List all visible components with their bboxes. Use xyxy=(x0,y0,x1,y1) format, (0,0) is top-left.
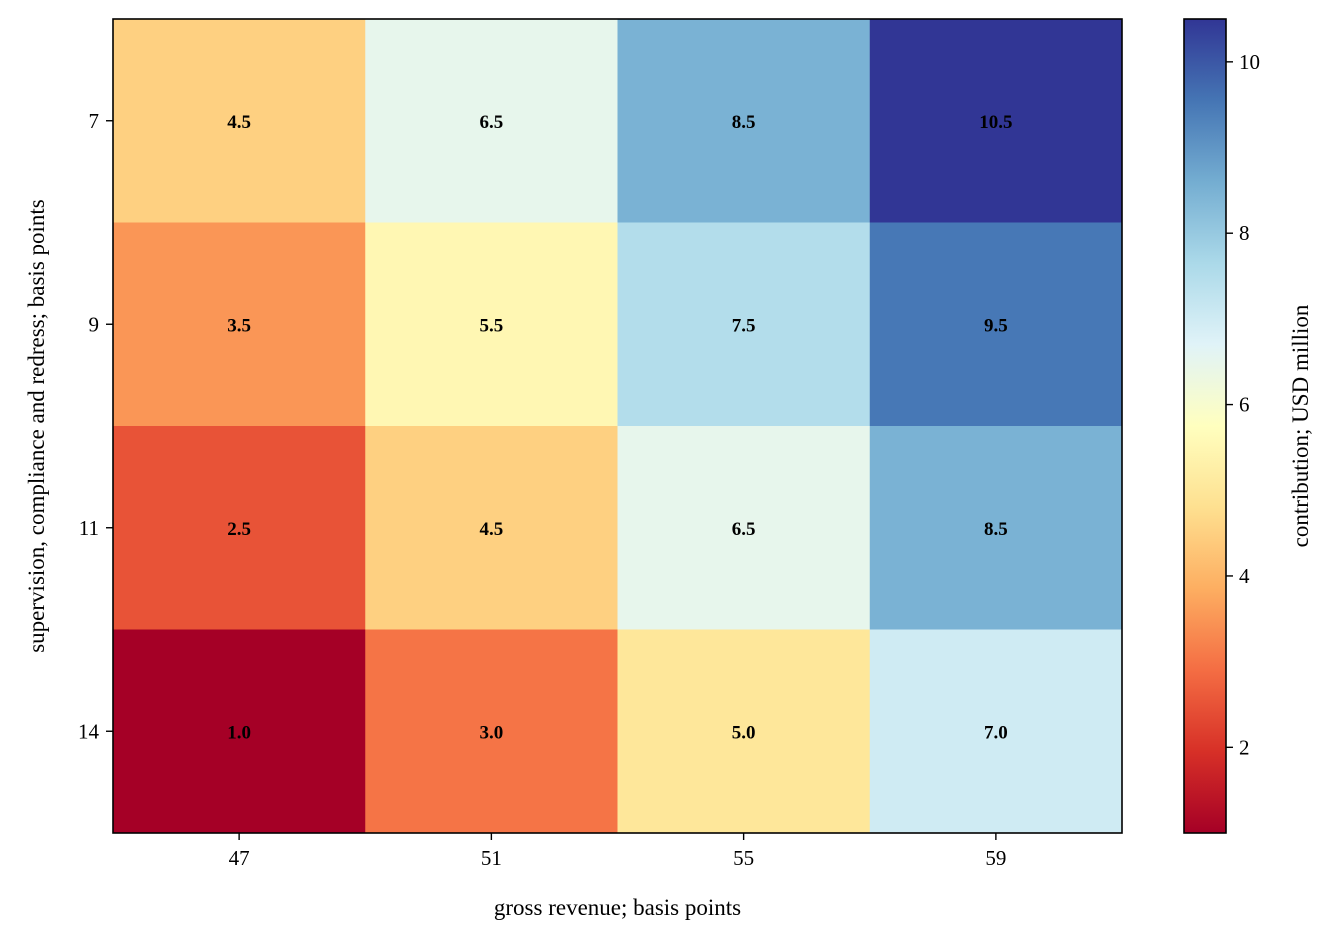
colorbar-tick-label: 8 xyxy=(1239,221,1250,245)
heatmap-cell xyxy=(113,426,366,630)
heatmap-cell xyxy=(869,222,1123,427)
heatmap-cell xyxy=(365,19,618,223)
colorbar-ticks: 2 4 6 8 10 xyxy=(1226,50,1260,759)
y-axis-label: supervision, compliance and redress; bas… xyxy=(24,199,49,653)
cell-value-label: 4.5 xyxy=(227,112,251,133)
x-tick-label: 59 xyxy=(985,846,1006,870)
heatmap-cell xyxy=(617,19,871,223)
cell-value-label: 2.5 xyxy=(227,519,251,540)
heatmap-cell-labels: 4.5 6.5 8.5 10.5 3.5 5.5 7.5 9.5 2.5 4.5 6.5 8.5 1.0… xyxy=(227,112,1012,744)
colorbar-tick-label: 2 xyxy=(1239,735,1250,759)
x-axis-ticks: 47 51 55 59 xyxy=(229,833,1006,870)
heatmap-cell xyxy=(365,222,618,427)
cell-value-label: 3.5 xyxy=(227,315,251,336)
cell-value-label: 9.5 xyxy=(984,315,1008,336)
heatmap-cell xyxy=(113,19,366,223)
heatmap-cells xyxy=(113,19,1123,834)
y-tick-label: 14 xyxy=(78,719,100,743)
cell-value-label: 7.0 xyxy=(984,722,1008,743)
colorbar-tick-label: 10 xyxy=(1239,50,1260,74)
heatmap-cell xyxy=(617,222,871,427)
cell-value-label: 8.5 xyxy=(984,519,1008,540)
heatmap-cell xyxy=(365,629,618,834)
cell-value-label: 1.0 xyxy=(227,722,251,743)
x-axis-label: gross revenue; basis points xyxy=(494,895,741,920)
cell-value-label: 10.5 xyxy=(979,112,1012,133)
heatmap-cell xyxy=(617,426,871,630)
cell-value-label: 4.5 xyxy=(480,519,504,540)
heatmap-cell xyxy=(869,19,1123,223)
colorbar xyxy=(1184,19,1226,833)
cell-value-label: 8.5 xyxy=(732,112,756,133)
colorbar-label: contribution; USD million xyxy=(1288,304,1313,547)
x-tick-label: 47 xyxy=(229,846,250,870)
heatmap-cell xyxy=(869,426,1123,630)
cell-value-label: 3.0 xyxy=(480,722,504,743)
cell-value-label: 5.0 xyxy=(732,722,756,743)
heatmap-cell xyxy=(869,629,1123,834)
y-tick-label: 11 xyxy=(79,516,99,540)
y-tick-label: 9 xyxy=(89,312,100,336)
y-axis-ticks: 7 9 11 14 xyxy=(78,109,113,743)
cell-value-label: 6.5 xyxy=(732,519,756,540)
heatmap-cell xyxy=(365,426,618,630)
x-tick-label: 51 xyxy=(481,846,502,870)
heatmap-cell xyxy=(113,629,366,834)
heatmap-cell xyxy=(617,629,871,834)
x-tick-label: 55 xyxy=(733,846,754,870)
colorbar-tick-label: 4 xyxy=(1239,564,1250,588)
plot-frame xyxy=(112,18,1123,834)
y-tick-label: 7 xyxy=(89,109,100,133)
heatmap-cell xyxy=(113,222,366,427)
colorbar-tick-label: 6 xyxy=(1239,393,1250,417)
colorbar-frame xyxy=(1183,18,1227,834)
cell-value-label: 6.5 xyxy=(480,112,504,133)
cell-value-label: 5.5 xyxy=(480,315,504,336)
cell-value-label: 7.5 xyxy=(732,315,756,336)
